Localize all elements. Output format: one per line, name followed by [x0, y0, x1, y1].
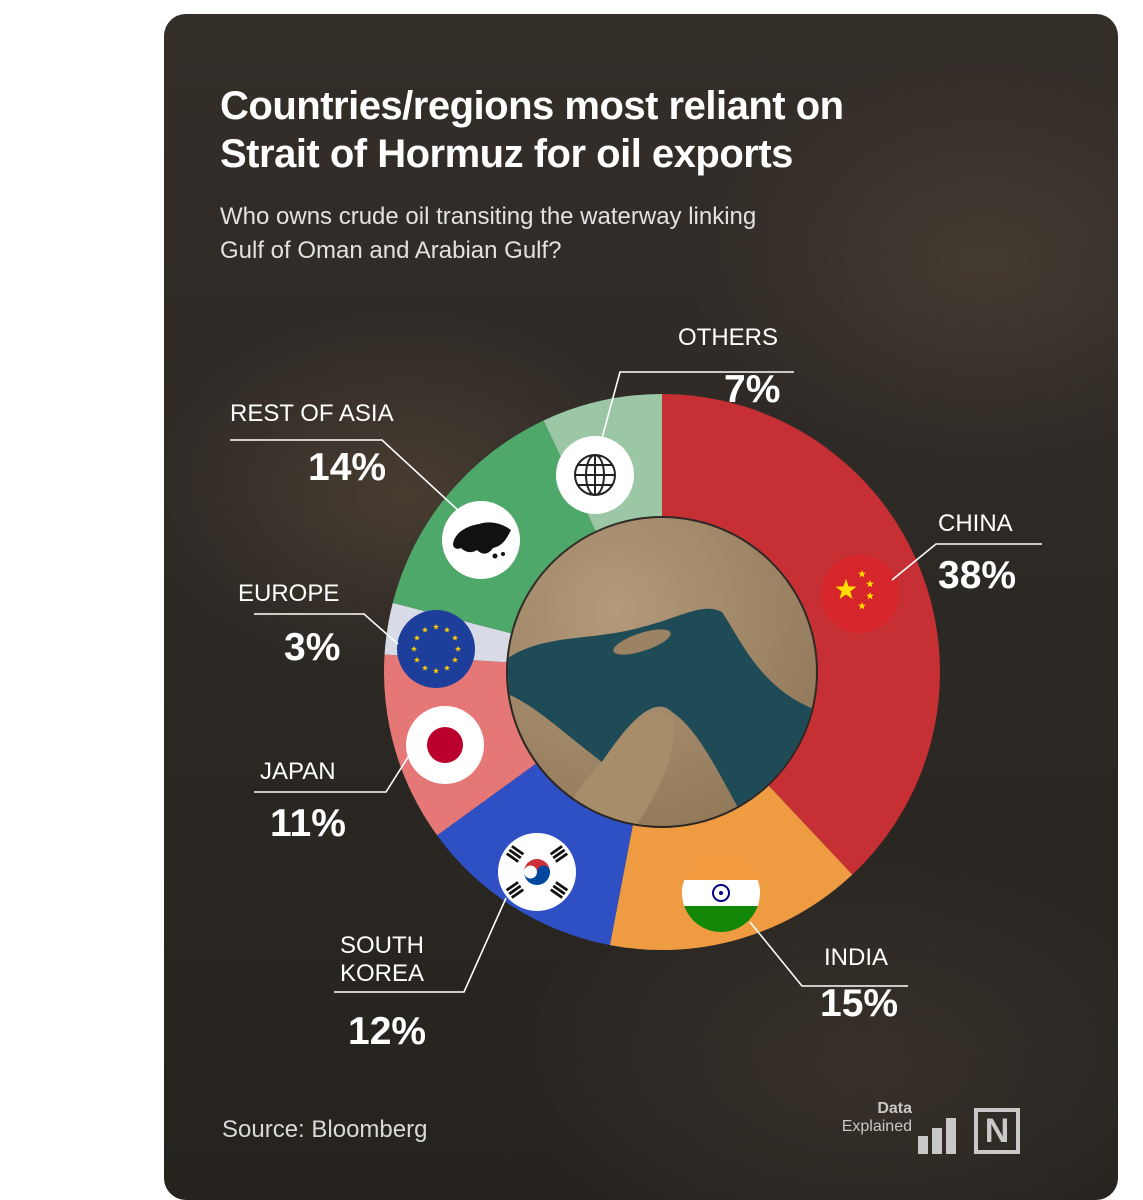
leader-line-india: [749, 921, 908, 987]
leader-line-others: [601, 371, 794, 439]
center-map-image: [508, 518, 816, 826]
leader-line-china: [891, 543, 1042, 581]
leader-line-south-korea: [334, 897, 507, 993]
label-europe: EUROPE: [238, 580, 340, 607]
logo-line-1: Data: [877, 1100, 912, 1117]
subtitle-line-1: Who owns crude oil transiting the waterw…: [220, 203, 757, 230]
logo-mark-text: N: [984, 1112, 1010, 1150]
label-india: INDIA: [824, 944, 889, 971]
south-korea-flag-icon: [498, 833, 576, 911]
india-flag-icon: [682, 854, 760, 932]
globe-icon: [556, 436, 634, 514]
chart-subtitle: Who owns crude oil transiting the waterw…: [220, 200, 1040, 268]
data-explained-logo: Data Explained N: [824, 1100, 1064, 1160]
chart-title: Countries/regions most reliant on Strait…: [220, 82, 1080, 178]
leader-line-europe: [254, 613, 399, 645]
leader-line-rest-of-asia: [230, 439, 461, 513]
value-others: 7%: [724, 368, 781, 411]
label-others: OTHERS: [678, 324, 779, 351]
value-japan: 11%: [270, 802, 346, 845]
logo-bars-icon: [918, 1112, 966, 1154]
label-japan: JAPAN: [260, 758, 336, 785]
title-line-1: Countries/regions most reliant on: [220, 84, 844, 128]
value-south-korea: 12%: [348, 1010, 427, 1053]
label-china: CHINA: [938, 510, 1013, 537]
title-line-2: Strait of Hormuz for oil exports: [220, 132, 793, 176]
label-rest-of-asia: REST OF ASIA: [230, 400, 394, 427]
value-rest-of-asia: 14%: [308, 446, 387, 489]
china-flag-icon: [821, 555, 899, 633]
value-europe: 3%: [284, 626, 341, 669]
source-note: Source: Bloomberg: [222, 1116, 428, 1143]
leader-line-japan: [254, 753, 411, 793]
donut-chart: [230, 371, 1042, 993]
japan-flag-icon: [406, 706, 484, 784]
asia-map-icon: [442, 501, 520, 579]
subtitle-line-2: Gulf of Oman and Arabian Gulf?: [220, 237, 562, 264]
infographic-card: Countries/regions most reliant on Strait…: [164, 14, 1118, 1200]
logo-text: Data Explained: [824, 1100, 912, 1136]
logo-line-2: Explained: [841, 1118, 912, 1135]
slice-china: [662, 394, 940, 875]
logo-mark: N: [974, 1108, 1020, 1154]
eu-flag-icon: [397, 610, 475, 688]
value-china: 38%: [938, 554, 1017, 597]
value-india: 15%: [820, 982, 899, 1025]
label-south-korea: SOUTH KOREA: [340, 932, 425, 987]
